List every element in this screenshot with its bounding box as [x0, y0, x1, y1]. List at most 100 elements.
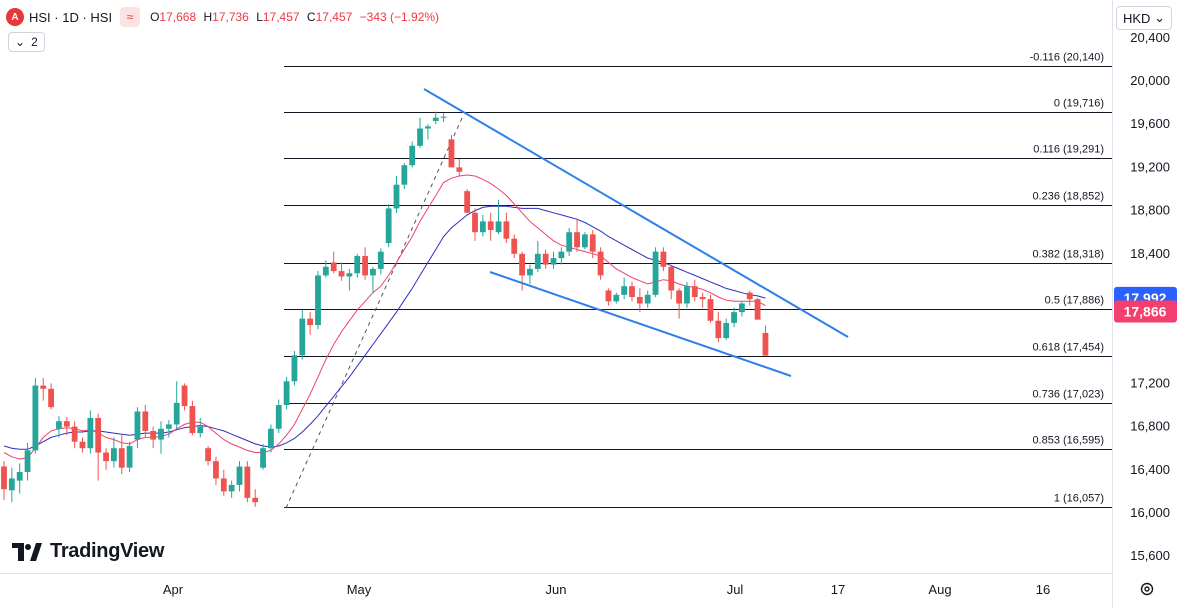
symbol-logo-icon: A: [6, 8, 24, 26]
candle-body: [432, 117, 439, 121]
close-value: 17,457: [315, 10, 353, 24]
candle: [699, 292, 706, 308]
x-tick-label: 16: [1036, 582, 1050, 597]
candle-body: [629, 286, 635, 297]
candle: [354, 253, 361, 278]
y-tick-label: 16,400: [1130, 462, 1170, 477]
candle: [605, 288, 612, 306]
fib-level-label: 0.618 (17,454): [1032, 342, 1104, 354]
channel-lower-line[interactable]: [489, 271, 792, 377]
candle-body: [472, 212, 478, 233]
candle: [283, 376, 290, 410]
candle: [534, 240, 541, 273]
candle-body: [464, 191, 471, 213]
candle: [244, 461, 251, 503]
candle-body: [244, 466, 251, 498]
candle-body: [181, 385, 188, 407]
candle: [299, 309, 306, 360]
change-value: −343 (−1.92%): [359, 10, 440, 24]
currency-button[interactable]: HKD ⌄: [1116, 6, 1172, 30]
x-tick-label: Aug: [928, 582, 951, 597]
fib-level-label: 0.116 (19,291): [1033, 144, 1104, 156]
candle: [644, 290, 651, 308]
candlestick-series: [1, 111, 769, 507]
candle-body: [252, 497, 259, 503]
candle-body: [409, 145, 416, 166]
x-tick-label: May: [347, 582, 372, 597]
low-value: 17,457: [262, 10, 300, 24]
candle-body: [220, 478, 227, 492]
x-tick-label: Jul: [727, 582, 744, 597]
candle: [40, 378, 47, 401]
candle-body: [150, 430, 157, 440]
candle-body: [103, 452, 109, 462]
fibonacci-retracement[interactable]: -0.116 (20,140) 0 (19,716) 0.116 (19,291) 0…: [284, 52, 1112, 508]
wave-icon[interactable]: ≈: [120, 7, 141, 27]
candle: [746, 290, 753, 306]
ma-fast-line: [3, 174, 766, 460]
candle: [393, 176, 400, 213]
candle: [479, 214, 486, 237]
candle-body: [527, 268, 533, 276]
candle: [527, 264, 533, 285]
candle-body: [636, 297, 643, 304]
candle: [550, 251, 557, 269]
candle-body: [134, 411, 141, 440]
candle-body: [8, 478, 15, 491]
candle: [213, 456, 219, 485]
candle-body: [542, 253, 549, 265]
candle-body: [644, 294, 651, 304]
candle: [762, 325, 769, 356]
candle: [71, 421, 78, 449]
fib-level-label: 0 (19,716): [1054, 98, 1104, 110]
candle: [8, 467, 15, 503]
candle-body: [754, 299, 761, 320]
indicators-collapse-button[interactable]: ⌄ 2: [8, 32, 45, 52]
candle-body: [739, 303, 745, 313]
candle-body: [330, 262, 337, 272]
candle: [205, 446, 211, 466]
time-axis[interactable]: Apr May Jun Jul 17 Aug 16: [163, 582, 1050, 597]
candle-body: [87, 417, 94, 449]
symbol-title[interactable]: HSI · 1D · HSI: [29, 9, 113, 25]
candle: [362, 247, 368, 280]
channel-upper-line[interactable]: [423, 88, 849, 338]
candle-body: [24, 450, 31, 472]
candle: [111, 437, 117, 468]
candle-body: [346, 273, 353, 277]
candle-body: [205, 448, 211, 462]
candle: [754, 298, 761, 320]
candle: [291, 351, 298, 386]
price-axis[interactable]: 20,400 20,000 19,600 19,200 18,800 18,400 17,2…: [1130, 30, 1170, 563]
candle-body: [126, 446, 133, 468]
candle: [597, 247, 604, 280]
candle-body: [511, 238, 518, 254]
ma-slow-line: [3, 205, 766, 450]
candle-body: [495, 221, 502, 233]
candle-body: [291, 355, 298, 382]
indicator-count: 2: [31, 35, 38, 49]
gear-icon[interactable]: [1139, 581, 1155, 597]
low-key: L: [256, 10, 263, 24]
candle-body: [307, 318, 314, 326]
candle-body: [71, 426, 78, 442]
x-tick-label: 17: [831, 582, 845, 597]
candle: [24, 442, 31, 481]
candle: [660, 247, 667, 272]
candle-body: [652, 251, 659, 295]
fib-level-label: 0.736 (17,023): [1032, 389, 1104, 401]
candle: [1, 461, 7, 501]
candle: [95, 413, 102, 481]
candle: [79, 437, 86, 453]
candle-body: [440, 116, 447, 118]
tradingview-logo-icon: [12, 542, 42, 561]
candle-body: [260, 448, 266, 468]
candle: [56, 415, 62, 438]
candle: [322, 260, 329, 278]
chevron-down-icon: ⌄: [1154, 10, 1165, 25]
price-label-text: 17,866: [1124, 303, 1167, 319]
candle-body: [48, 388, 54, 408]
candle: [189, 400, 196, 436]
candle-body: [354, 255, 361, 274]
